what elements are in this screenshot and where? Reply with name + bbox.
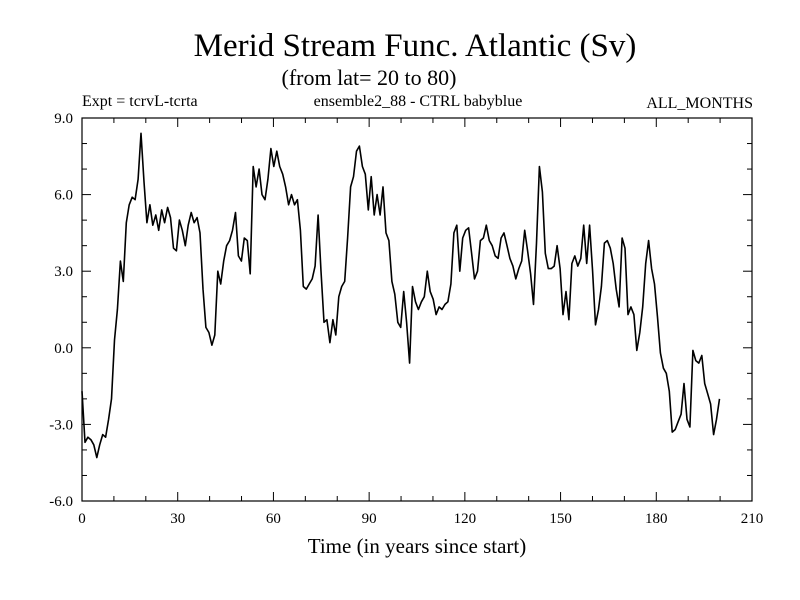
chart-subtitle: (from lat= 20 to 80) [282,65,457,90]
y-tick-label: 6.0 [54,188,73,204]
y-tick-label: 3.0 [54,264,73,280]
series-line [81,132,721,459]
months-label: ALL_MONTHS [646,95,753,112]
axis-tick-labels: 0 30 60 90 120 150 180 210 -6.0 -3.0 0.0 3.0 6.0 9.0 [49,111,763,527]
plot-frame [81,117,753,502]
x-tick-label: 120 [454,511,477,527]
axis-ticks [81,117,753,502]
x-axis-label: Time (in years since start) [308,534,527,558]
chart-title: Merid Stream Func. Atlantic (Sv) [194,28,637,64]
x-tick-label: 90 [362,511,377,527]
x-tick-label: 0 [78,511,86,527]
y-tick-label: -3.0 [49,417,73,433]
x-tick-label: 30 [170,511,185,527]
y-tick-label: -6.0 [49,494,73,510]
ensemble-label: ensemble2_88 - CTRL babyblue [314,93,523,110]
x-tick-label: 180 [645,511,668,527]
experiment-label: Expt = tcrvL-tcrta [82,93,198,110]
x-tick-label: 60 [266,511,281,527]
y-tick-label: 0.0 [54,341,73,357]
x-tick-label: 210 [741,511,764,527]
y-tick-label: 9.0 [54,111,73,127]
x-tick-label: 150 [549,511,572,527]
